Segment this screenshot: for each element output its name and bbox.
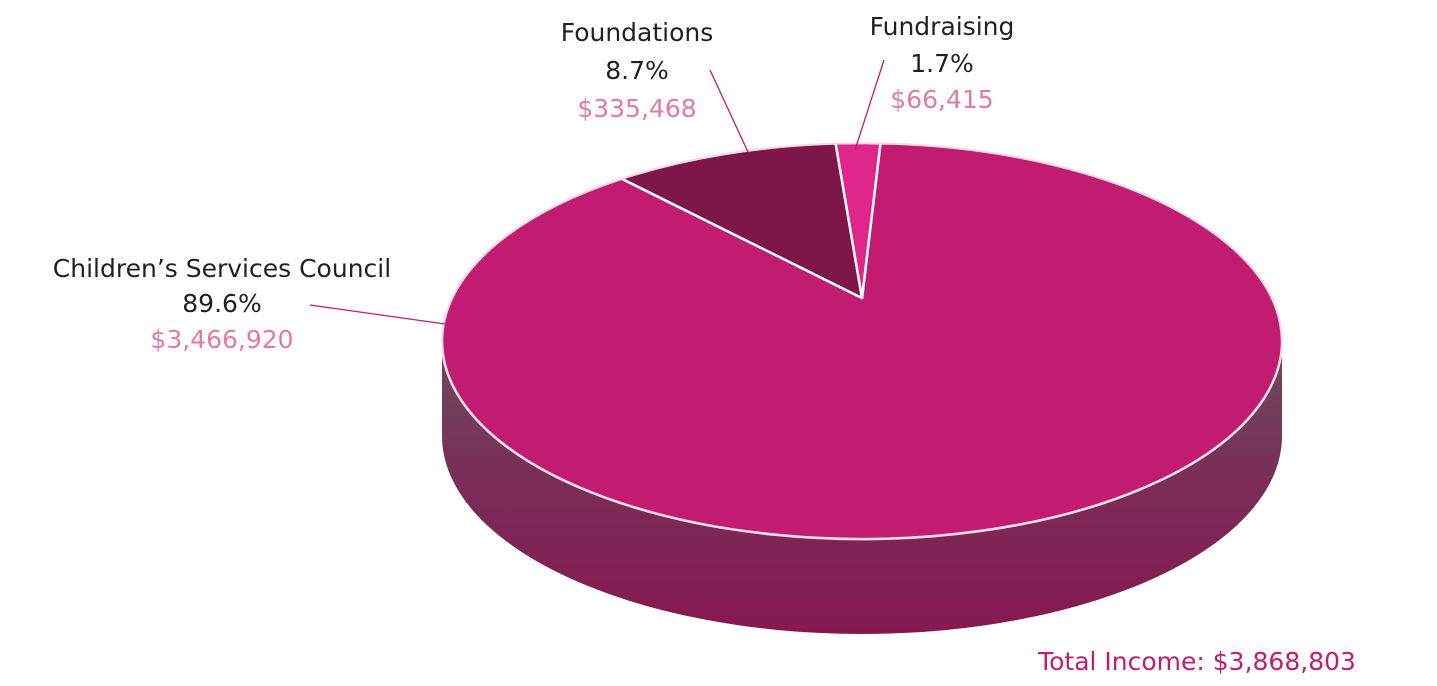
slice-label: Foundations xyxy=(561,18,714,47)
slice-label: Children’s Services Council xyxy=(53,254,391,283)
pie-rim xyxy=(441,142,1283,540)
labels: Children’s Services Council 89.6% $3,466… xyxy=(53,12,1356,676)
pie-side xyxy=(442,341,1282,634)
slice-amount: $66,415 xyxy=(890,85,993,114)
slice-amount: $335,468 xyxy=(577,94,696,123)
slice-percent: 1.7% xyxy=(910,49,974,78)
leader-line xyxy=(709,69,749,153)
slice-percent: 8.7% xyxy=(605,56,669,85)
leader-line xyxy=(309,304,453,326)
slice-amount: $3,466,920 xyxy=(150,325,293,354)
leader-line xyxy=(854,59,885,151)
slice-label: Fundraising xyxy=(870,12,1015,41)
slice-percent: 89.6% xyxy=(182,289,261,318)
pie xyxy=(440,141,1284,634)
total-annotation: Total Income: $3,868,803 xyxy=(1037,647,1356,676)
